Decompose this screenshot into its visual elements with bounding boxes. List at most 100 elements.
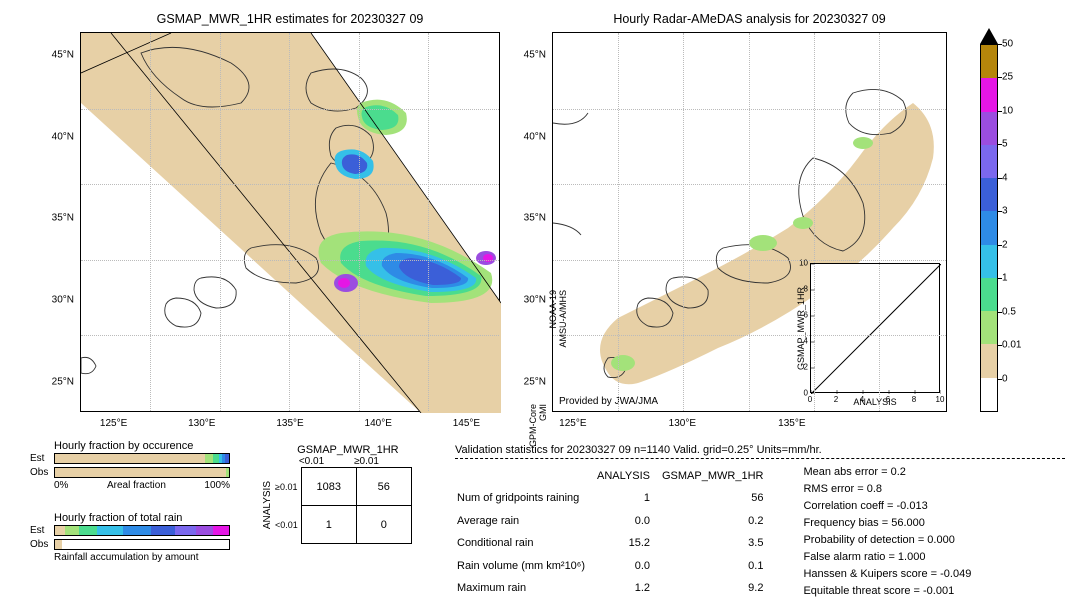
vt-gsmap: 0.1 — [662, 555, 773, 575]
validation-stat-line: Correlation coeff = -0.013 — [803, 498, 971, 515]
gridline — [289, 33, 290, 411]
inset-ytick: 0 — [804, 389, 808, 398]
colorbar-segment — [981, 45, 997, 78]
lon-tick: 130°E — [188, 412, 215, 429]
colorbar-segment — [981, 211, 997, 244]
inset-ytick: 6 — [804, 311, 808, 320]
inset-xtick: 2 — [834, 395, 838, 404]
occ-xright: 100% — [204, 480, 230, 491]
colorbar-tick: 50 — [1002, 39, 1013, 50]
validation-stat-line: Mean abs error = 0.2 — [803, 464, 971, 481]
inset-xtick: 8 — [912, 395, 916, 404]
gridline — [150, 33, 151, 411]
vt-analysis: 1 — [597, 488, 660, 508]
gridline — [220, 33, 221, 411]
validation-scorelist: Mean abs error = 0.2RMS error = 0.8Corre… — [803, 464, 971, 600]
vt-gsmap: 9.2 — [662, 578, 773, 599]
vt-analysis: 0.0 — [597, 555, 660, 575]
gridline — [814, 33, 815, 411]
vt-label: Num of gridpoints raining — [457, 488, 595, 508]
totalrain-panel: Hourly fraction of total rain Est Obs Ra… — [30, 512, 230, 563]
totalrain-row-obs: Obs — [30, 538, 230, 551]
lon-tick: 140°E — [365, 412, 392, 429]
bar-segment — [55, 526, 65, 535]
left-map-svg — [81, 33, 501, 413]
occurrence-row-est: Est — [30, 452, 230, 465]
validation-stat-line: Frequency bias = 56.000 — [803, 515, 971, 532]
colorbar-segment — [981, 178, 997, 211]
contingency-top-label: GSMAP_MWR_1HR — [284, 444, 412, 456]
occurrence-panel: Hourly fraction by occurence Est Obs 0% … — [30, 440, 230, 491]
lat-tick: 40°N — [524, 131, 552, 142]
validation-stat-line: RMS error = 0.8 — [803, 481, 971, 498]
right-map-panel: Provided by JWA/JMA ANALYSIS GSMAP_MWR_1… — [552, 32, 947, 412]
validation-panel: Validation statistics for 20230327 09 n=… — [455, 444, 1065, 600]
bar-segment — [79, 526, 96, 535]
colorbar-segment — [981, 278, 997, 311]
attribution-text: Provided by JWA/JMA — [559, 396, 658, 407]
gridline — [879, 33, 880, 411]
lon-tick: 125°E — [100, 412, 127, 429]
gridline — [683, 33, 684, 411]
inset-ytick: 4 — [804, 337, 808, 346]
gridline — [428, 33, 429, 411]
bar-segment — [55, 540, 62, 549]
lat-tick: 30°N — [52, 294, 80, 305]
colorbar-tick: 5 — [1002, 139, 1008, 150]
bar-segment — [205, 454, 214, 463]
vt-analysis: 15.2 — [597, 533, 660, 553]
totalrain-row-est: Est — [30, 524, 230, 537]
colorbar-segment — [981, 78, 997, 111]
inset-ytick: 8 — [804, 285, 808, 294]
colorbar-segment — [981, 245, 997, 278]
lat-tick: 35°N — [524, 213, 552, 224]
inset-xtick: 0 — [808, 395, 812, 404]
vt-gsmap: 0.2 — [662, 511, 773, 531]
colorbar-segment — [981, 378, 997, 411]
gridline — [359, 33, 360, 411]
inset-xtick: 10 — [936, 395, 945, 404]
colorbar-segment — [981, 344, 997, 377]
colorbar-tick: 0 — [1002, 373, 1008, 384]
lat-tick: 35°N — [52, 213, 80, 224]
colorbar-tick: 25 — [1002, 72, 1013, 83]
colorbar-segment — [981, 311, 997, 344]
ct-cell-00: 1083 — [301, 468, 356, 506]
colorbar-tick: 10 — [1002, 105, 1013, 116]
contingency-table: 1083 56 1 0 — [301, 467, 412, 544]
bar-segment — [65, 526, 79, 535]
totalrain-footer: Rainfall accumulation by amount — [54, 552, 230, 563]
colorbar-tick: 2 — [1002, 239, 1008, 250]
ct-cell-01: 56 — [356, 468, 411, 506]
vt-label: Conditional rain — [457, 533, 595, 553]
bar-segment — [175, 526, 196, 535]
validation-stat-line: Hanssen & Kuipers score = -0.049 — [803, 566, 971, 583]
bar-segment — [55, 468, 226, 477]
left-map-panel — [80, 32, 500, 412]
lon-tick: 135°E — [778, 412, 805, 429]
lat-tick: 40°N — [52, 131, 80, 142]
ct-col1: ≥0.01 — [339, 456, 394, 467]
ct-row0: ≥0.01 — [275, 482, 298, 492]
validation-stat-line: Equitable threat score = -0.001 — [803, 583, 971, 600]
occ-xmid: Areal fraction — [68, 480, 204, 491]
vt-hdr-gsmap: GSMAP_MWR_1HR — [662, 466, 773, 486]
contingency-panel: GSMAP_MWR_1HR <0.01 ≥0.01 ANALYSIS ≥0.01… — [260, 444, 412, 544]
inset-ytick: 2 — [804, 363, 808, 372]
lat-tick: 25°N — [52, 376, 80, 387]
lat-tick: 45°N — [52, 49, 80, 60]
ct-row1: <0.01 — [275, 520, 298, 530]
vt-gsmap: 3.5 — [662, 533, 773, 553]
validation-table: ANALYSIS GSMAP_MWR_1HR Num of gridpoints… — [455, 464, 775, 600]
validation-stat-line: False alarm ratio = 1.000 — [803, 549, 971, 566]
bar-segment — [226, 468, 229, 477]
colorbar-tick: 4 — [1002, 172, 1008, 183]
bar-segment — [97, 526, 123, 535]
gridline — [749, 33, 750, 411]
vt-hdr-analysis: ANALYSIS — [597, 466, 660, 486]
right-map-title: Hourly Radar-AMeDAS analysis for 2023032… — [552, 12, 947, 26]
vt-analysis: 0.0 — [597, 511, 660, 531]
ct-cell-11: 0 — [356, 506, 411, 544]
lon-tick: 145°E — [453, 412, 480, 429]
left-map-title: GSMAP_MWR_1HR estimates for 20230327 09 — [80, 12, 500, 26]
